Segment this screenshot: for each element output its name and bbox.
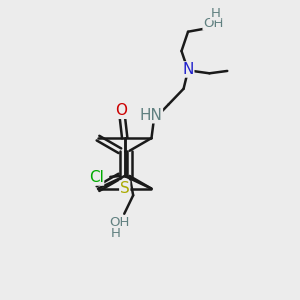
Text: OH: OH <box>110 216 130 229</box>
Text: N: N <box>182 62 194 77</box>
Text: S: S <box>120 181 130 196</box>
Text: O: O <box>115 103 127 118</box>
Text: HN: HN <box>140 108 162 123</box>
Text: OH: OH <box>203 17 224 30</box>
Text: H: H <box>111 226 121 240</box>
Text: H: H <box>211 7 220 20</box>
Text: Cl: Cl <box>89 170 104 185</box>
